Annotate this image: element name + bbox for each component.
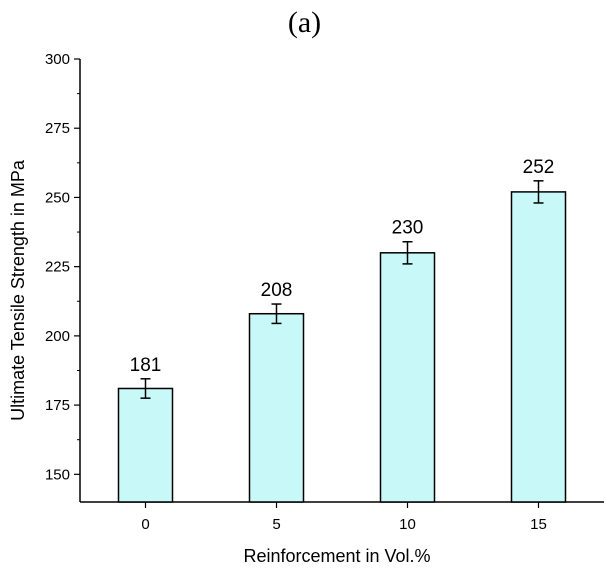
x-axis-title: Reinforcement in Vol.%: [243, 546, 430, 566]
x-tick-label: 0: [141, 516, 149, 533]
data-label: 252: [523, 157, 555, 178]
x-tick-label: 15: [530, 516, 547, 533]
bar: [117, 387, 174, 503]
y-tick-label: 175: [45, 397, 70, 414]
y-tick-label: 275: [45, 120, 70, 137]
y-tick-label: 150: [45, 466, 70, 483]
y-tick-label: 250: [45, 189, 70, 206]
data-label: 181: [130, 355, 162, 376]
bar: [379, 252, 436, 503]
data-label: 230: [392, 218, 424, 239]
x-tick-label: 5: [272, 516, 280, 533]
panel-label: (a): [287, 6, 322, 39]
bar: [248, 312, 305, 503]
bar-series: 181 208 230 252: [117, 157, 567, 503]
bar: [510, 191, 567, 503]
y-tick-label: 200: [45, 328, 70, 345]
chart-axes: 150 175 200 225 250 275 300 0 5 10 15: [45, 51, 604, 533]
data-label: 208: [261, 280, 293, 301]
y-tick-label: 300: [45, 51, 70, 68]
x-tick-label: 10: [399, 516, 416, 533]
y-axis-title: Ultimate Tensile Strength in MPa: [8, 159, 28, 421]
y-tick-label: 225: [45, 259, 70, 276]
